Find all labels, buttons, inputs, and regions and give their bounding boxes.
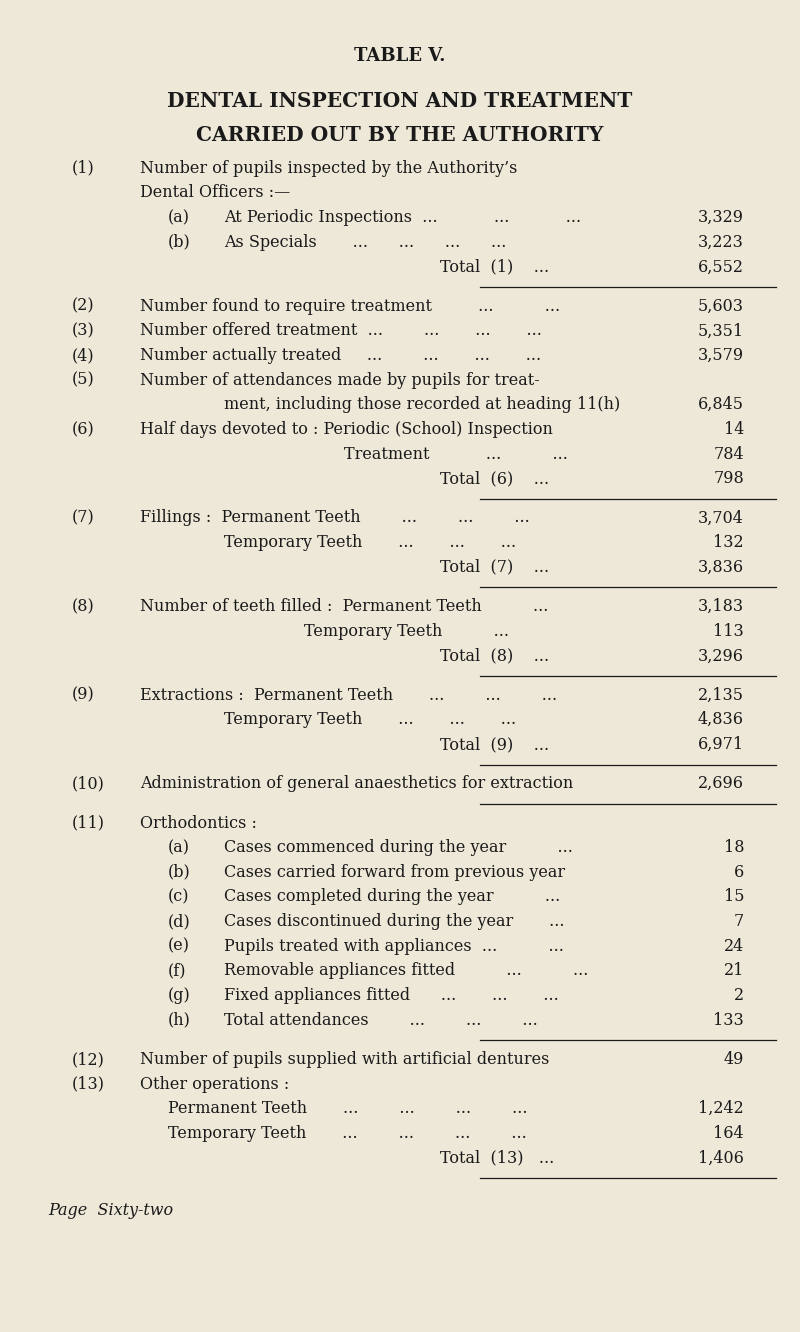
Text: 132: 132	[714, 534, 744, 551]
Text: (12): (12)	[72, 1051, 105, 1068]
Text: Total  (1)    ...: Total (1) ...	[440, 258, 549, 276]
Text: (8): (8)	[72, 598, 94, 615]
Text: Half days devoted to : Periodic (School) Inspection: Half days devoted to : Periodic (School)…	[140, 421, 553, 438]
Text: 24: 24	[724, 938, 744, 955]
Text: (10): (10)	[72, 775, 105, 793]
Text: Number of teeth filled :  Permanent Teeth          ...: Number of teeth filled : Permanent Teeth…	[140, 598, 548, 615]
Text: Temporary Teeth       ...        ...        ...        ...: Temporary Teeth ... ... ... ...	[168, 1124, 526, 1142]
Text: Temporary Teeth          ...: Temporary Teeth ...	[304, 622, 509, 639]
Text: DENTAL INSPECTION AND TREATMENT: DENTAL INSPECTION AND TREATMENT	[167, 91, 633, 111]
Text: 5,351: 5,351	[698, 322, 744, 340]
Text: 1,242: 1,242	[698, 1100, 744, 1118]
Text: Fixed appliances fitted      ...       ...       ...: Fixed appliances fitted ... ... ...	[224, 987, 558, 1004]
Text: 3,704: 3,704	[698, 509, 744, 526]
Text: 6,971: 6,971	[698, 735, 744, 753]
Text: (d): (d)	[168, 912, 190, 930]
Text: 2,135: 2,135	[698, 686, 744, 703]
Text: Administration of general anaesthetics for extraction: Administration of general anaesthetics f…	[140, 775, 574, 793]
Text: (b): (b)	[168, 863, 190, 880]
Text: Fillings :  Permanent Teeth        ...        ...        ...: Fillings : Permanent Teeth ... ... ...	[140, 509, 530, 526]
Text: 7: 7	[734, 912, 744, 930]
Text: Total  (7)    ...: Total (7) ...	[440, 558, 549, 575]
Text: Total  (8)    ...: Total (8) ...	[440, 647, 549, 665]
Text: (9): (9)	[72, 686, 94, 703]
Text: 784: 784	[714, 445, 744, 462]
Text: 3,836: 3,836	[698, 558, 744, 575]
Text: As Specials       ...      ...      ...      ...: As Specials ... ... ... ...	[224, 234, 506, 250]
Text: Temporary Teeth       ...       ...       ...: Temporary Teeth ... ... ...	[224, 711, 516, 729]
Text: (h): (h)	[168, 1011, 191, 1028]
Text: 3,183: 3,183	[698, 598, 744, 615]
Text: Dental Officers :—: Dental Officers :—	[140, 185, 290, 201]
Text: (e): (e)	[168, 938, 190, 955]
Text: 4,836: 4,836	[698, 711, 744, 729]
Text: Number found to require treatment         ...          ...: Number found to require treatment ... ..…	[140, 298, 560, 314]
Text: 3,329: 3,329	[698, 209, 744, 226]
Text: Number offered treatment  ...        ...       ...       ...: Number offered treatment ... ... ... ...	[140, 322, 542, 340]
Text: (a): (a)	[168, 209, 190, 226]
Text: At Periodic Inspections  ...           ...           ...: At Periodic Inspections ... ... ...	[224, 209, 581, 226]
Text: (a): (a)	[168, 839, 190, 856]
Text: Number of pupils inspected by the Authority’s: Number of pupils inspected by the Author…	[140, 160, 518, 177]
Text: Number actually treated     ...        ...       ...       ...: Number actually treated ... ... ... ...	[140, 346, 541, 364]
Text: 49: 49	[724, 1051, 744, 1068]
Text: 6,552: 6,552	[698, 258, 744, 276]
Text: 6: 6	[734, 863, 744, 880]
Text: 164: 164	[714, 1124, 744, 1142]
Text: Removable appliances fitted          ...          ...: Removable appliances fitted ... ...	[224, 962, 588, 979]
Text: (6): (6)	[72, 421, 94, 438]
Text: 18: 18	[723, 839, 744, 856]
Text: Permanent Teeth       ...        ...        ...        ...: Permanent Teeth ... ... ... ...	[168, 1100, 527, 1118]
Text: 14: 14	[724, 421, 744, 438]
Text: 15: 15	[723, 888, 744, 906]
Text: 2: 2	[734, 987, 744, 1004]
Text: (f): (f)	[168, 962, 186, 979]
Text: (2): (2)	[72, 298, 94, 314]
Text: Total attendances        ...        ...        ...: Total attendances ... ... ...	[224, 1011, 538, 1028]
Text: (b): (b)	[168, 234, 190, 250]
Text: Cases completed during the year          ...: Cases completed during the year ...	[224, 888, 560, 906]
Text: Number of pupils supplied with artificial dentures: Number of pupils supplied with artificia…	[140, 1051, 550, 1068]
Text: Extractions :  Permanent Teeth       ...        ...        ...: Extractions : Permanent Teeth ... ... ..…	[140, 686, 557, 703]
Text: (13): (13)	[72, 1075, 105, 1092]
Text: 3,579: 3,579	[698, 346, 744, 364]
Text: Total  (6)    ...: Total (6) ...	[440, 470, 549, 488]
Text: Orthodontics :: Orthodontics :	[140, 814, 257, 831]
Text: Total  (9)    ...: Total (9) ...	[440, 735, 549, 753]
Text: CARRIED OUT BY THE AUTHORITY: CARRIED OUT BY THE AUTHORITY	[196, 125, 604, 145]
Text: (c): (c)	[168, 888, 190, 906]
Text: 1,406: 1,406	[698, 1150, 744, 1167]
Text: (1): (1)	[72, 160, 94, 177]
Text: 113: 113	[714, 622, 744, 639]
Text: Cases commenced during the year          ...: Cases commenced during the year ...	[224, 839, 573, 856]
Text: (5): (5)	[72, 372, 94, 389]
Text: Cases carried forward from previous year: Cases carried forward from previous year	[224, 863, 565, 880]
Text: Number of attendances made by pupils for treat-: Number of attendances made by pupils for…	[140, 372, 540, 389]
Text: Treatment           ...          ...: Treatment ... ...	[344, 445, 568, 462]
Text: Temporary Teeth       ...       ...       ...: Temporary Teeth ... ... ...	[224, 534, 516, 551]
Text: 3,223: 3,223	[698, 234, 744, 250]
Text: ment, including those recorded at heading 11(h): ment, including those recorded at headin…	[224, 396, 620, 413]
Text: TABLE V.: TABLE V.	[354, 47, 446, 65]
Text: 133: 133	[714, 1011, 744, 1028]
Text: 21: 21	[724, 962, 744, 979]
Text: Pupils treated with appliances  ...          ...: Pupils treated with appliances ... ...	[224, 938, 564, 955]
Text: 798: 798	[714, 470, 744, 488]
Text: (4): (4)	[72, 346, 94, 364]
Text: 5,603: 5,603	[698, 298, 744, 314]
Text: 2,696: 2,696	[698, 775, 744, 793]
Text: 6,845: 6,845	[698, 396, 744, 413]
Text: Cases discontinued during the year       ...: Cases discontinued during the year ...	[224, 912, 565, 930]
Text: Other operations :: Other operations :	[140, 1075, 290, 1092]
Text: (g): (g)	[168, 987, 190, 1004]
Text: (7): (7)	[72, 509, 94, 526]
Text: Total  (13)   ...: Total (13) ...	[440, 1150, 554, 1167]
Text: (3): (3)	[72, 322, 94, 340]
Text: 3,296: 3,296	[698, 647, 744, 665]
Text: Page  Sixty-two: Page Sixty-two	[48, 1201, 173, 1219]
Text: (11): (11)	[72, 814, 105, 831]
